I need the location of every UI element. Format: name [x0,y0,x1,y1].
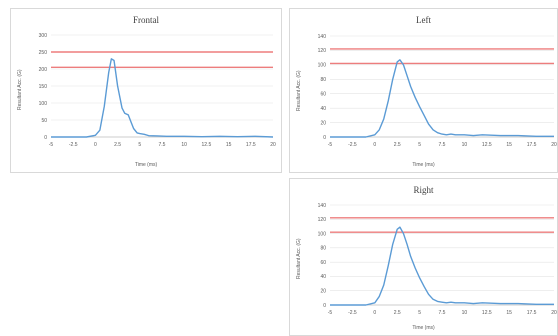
x-tick-label: 17.5 [527,142,537,148]
x-tick-label: -2.5 [348,142,357,148]
x-tick-label: 2.5 [114,142,121,148]
x-tick-label: 20 [551,310,557,316]
x-tick-label: 17.5 [527,310,537,316]
x-tick-label: 5 [138,142,141,148]
chart-panel-left: 0 20 40 60 80 100 120 140 -5 -2.5 0 2.5 5 7.5 10 12.5 15… [289,8,558,173]
x-tick-label: -5 [328,310,333,316]
x-tick-label: 20 [551,142,557,148]
x-axis-label: Time (ms) [134,162,158,168]
y-tick-label: 80 [320,77,326,83]
y-tick-label: 0 [44,135,47,141]
x-tick-label: -2.5 [69,142,78,148]
x-tick-label: 10 [462,142,468,148]
x-tick-label: 5 [418,142,421,148]
x-tick-label: 5 [418,310,421,316]
y-tick-label: 40 [320,106,326,112]
x-tick-label: 15 [506,142,512,148]
x-tick-label: 10 [181,142,187,148]
x-tick-label: 7.5 [159,142,166,148]
x-tick-label: 20 [270,142,276,148]
y-tick-label: 40 [320,274,326,280]
y-axis-label: Resultant Acc. (G) [296,69,302,111]
y-tick-label: 140 [318,203,327,209]
y-tick-label: 100 [318,63,327,69]
y-tick-label: 100 [39,101,48,107]
chart-frontal-svg: 0 50 100 150 200 250 300 -5 -2.5 0 2.5 5 7.5 10 12.5 15… [39,33,276,148]
series-line [51,58,274,138]
chart-panel-frontal: 0 50 100 150 200 250 300 -5 -2.5 0 2.5 5 7.5 10 12.5 15… [10,8,282,173]
y-tick-label: 20 [320,120,326,126]
series-line [330,59,554,138]
y-tick-label: 60 [320,92,326,98]
chart-title: Left [416,15,431,25]
x-tick-label: 12.5 [482,142,492,148]
chart-title: Frontal [133,15,159,25]
chart-left-svg: 0 20 40 60 80 100 120 140 -5 -2.5 0 2.5 5 7.5 10 12.5 15… [318,34,557,148]
x-tick-label: 10 [462,310,468,316]
x-tick-label: 7.5 [439,142,446,148]
x-tick-label: -5 [49,142,54,148]
y-tick-label: 250 [39,50,48,56]
x-tick-label: 0 [373,310,376,316]
x-tick-label: 0 [373,142,376,148]
y-tick-label: 60 [320,260,326,266]
chart-title: Right [413,185,434,195]
y-tick-label: 20 [320,289,326,295]
y-tick-label: 0 [323,303,326,309]
y-tick-label: 100 [318,231,327,237]
y-tick-label: 120 [318,48,327,54]
x-tick-label: 15 [506,310,512,316]
x-axis-label: Time (ms) [412,162,435,168]
y-tick-label: 300 [39,33,48,39]
x-tick-label: -5 [328,142,333,148]
x-tick-label: 12.5 [482,310,492,316]
y-tick-label: 200 [39,67,48,73]
chart-panel-right: 0 20 40 60 80 100 120 140 -5 -2.5 0 2.5 5 7.5 10 12.5 15… [289,178,558,336]
x-tick-label: 7.5 [439,310,446,316]
x-tick-label: 17.5 [246,142,256,148]
x-axis-label: Time (ms) [412,325,435,331]
y-axis-label: Resultant Acc. (G) [296,238,302,279]
series-line [330,226,554,306]
y-tick-label: 150 [39,84,48,90]
y-tick-label: 0 [323,135,326,141]
y-tick-label: 140 [318,34,327,40]
x-tick-label: -2.5 [348,310,357,316]
y-axis-label: Resultant Acc. (G) [17,69,23,110]
x-tick-label: 2.5 [394,310,401,316]
x-tick-label: 15 [226,142,232,148]
x-tick-label: 2.5 [394,142,401,148]
y-tick-label: 50 [41,118,47,124]
chart-right-svg: 0 20 40 60 80 100 120 140 -5 -2.5 0 2.5 5 7.5 10 12.5 15… [318,203,557,316]
x-tick-label: 12.5 [202,142,212,148]
y-tick-label: 120 [318,217,327,223]
y-tick-label: 80 [320,246,326,252]
x-tick-label: 0 [94,142,97,148]
